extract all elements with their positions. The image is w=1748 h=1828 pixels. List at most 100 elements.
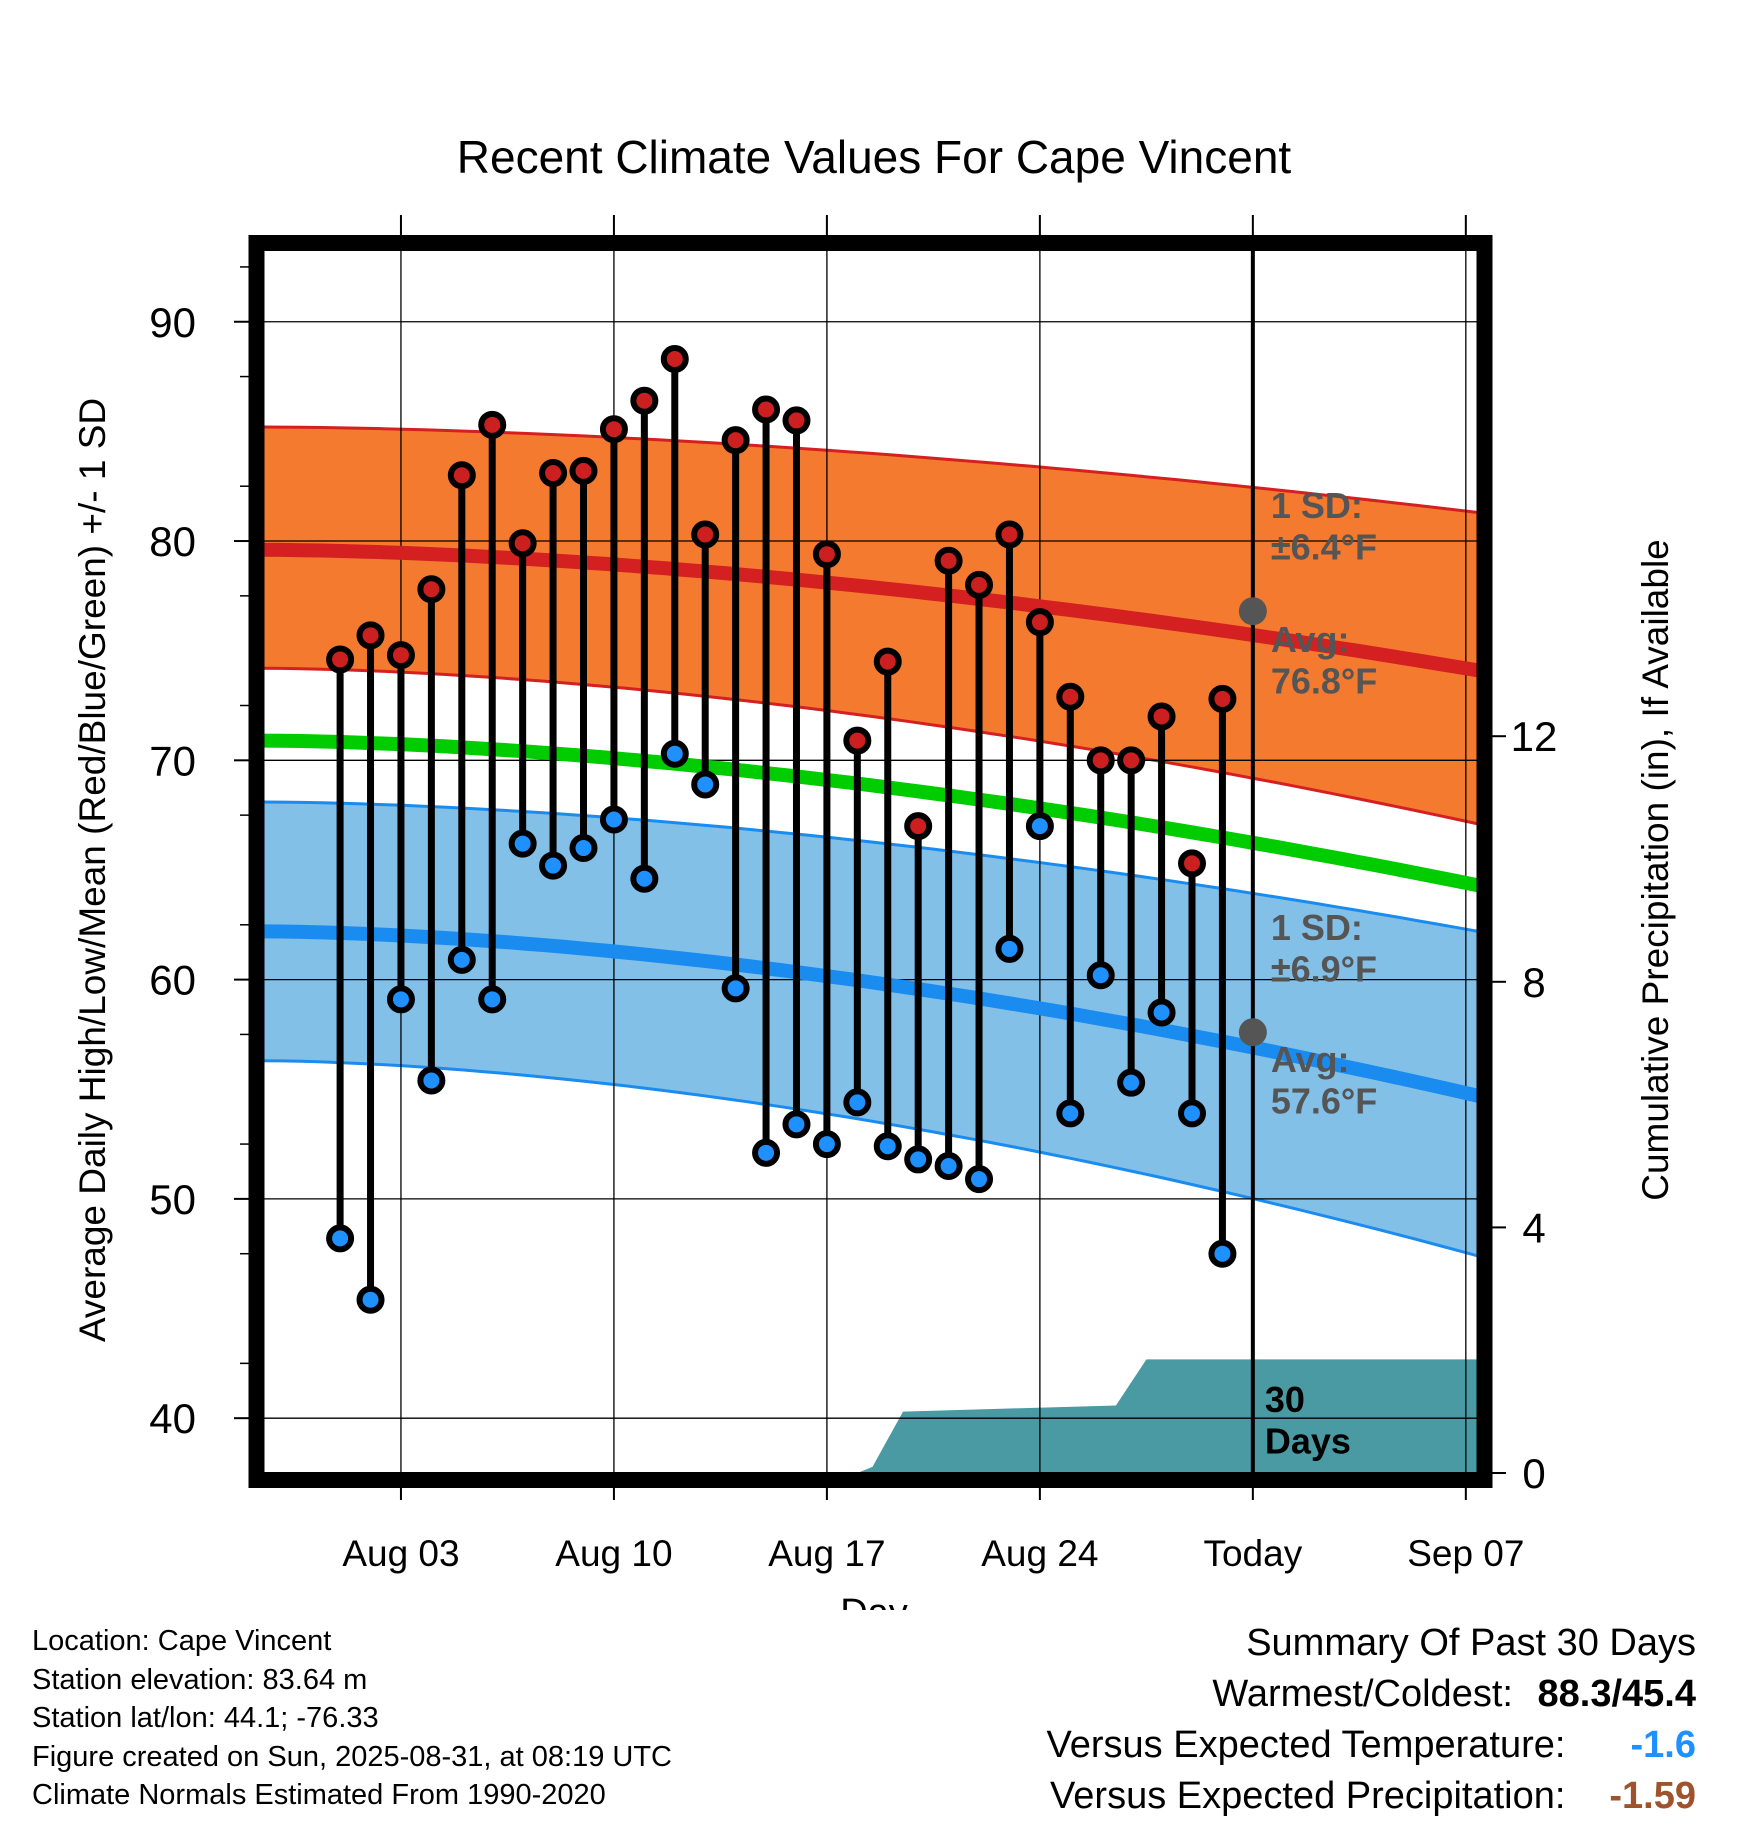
low-temp-point — [356, 1285, 385, 1314]
high-temp-point — [660, 345, 689, 374]
high-temp-point — [1086, 746, 1115, 775]
x-axis-label: Day — [840, 1592, 908, 1610]
low-temp-point — [782, 1110, 811, 1139]
low-temp-point — [1117, 1068, 1146, 1097]
low-temp-point — [1025, 812, 1054, 841]
x-tick-label: Aug 10 — [555, 1533, 672, 1574]
high-temp-point — [721, 426, 750, 455]
y2-tick-label: 0 — [1522, 1450, 1545, 1497]
high-temp-point — [386, 641, 415, 670]
high-sd-annotation: 1 SD: ±6.4°F — [1271, 485, 1377, 567]
y-tick-label: 80 — [149, 518, 196, 565]
station-info: Location: Cape Vincent Station elevation… — [32, 1622, 672, 1815]
y2-tick-label: 8 — [1522, 959, 1545, 1006]
y-tick-label: 70 — [149, 737, 196, 784]
y2-tick-label: 4 — [1522, 1204, 1545, 1251]
location-text: Location: Cape Vincent — [32, 1625, 332, 1657]
low-temp-point — [447, 945, 476, 974]
low-temp-point — [843, 1088, 872, 1117]
precip-days-annotation-line: 30 — [1265, 1379, 1305, 1420]
low-sd-annotation-line: 1 SD: — [1271, 907, 1363, 948]
low-avg-annotation-line: 57.6°F — [1271, 1080, 1377, 1121]
summary-panel: Summary Of Past 30 Days Warmest/Coldest:… — [1047, 1618, 1696, 1822]
warmest-coldest-row: Warmest/Coldest: 88.3/45.4 — [1047, 1669, 1696, 1720]
low-temp-point — [539, 851, 568, 880]
plot-frame — [248, 235, 1493, 1488]
warmest-coldest-label: Warmest/Coldest: — [1212, 1673, 1513, 1715]
low-temp-point — [660, 739, 689, 768]
x-tick-label: Aug 03 — [342, 1533, 459, 1574]
temp-departure-value: -1.6 — [1630, 1724, 1696, 1766]
temp-departure-row: Versus Expected Temperature: -1.6 — [1047, 1720, 1696, 1771]
low-temp-point — [1208, 1239, 1237, 1268]
low-temp-point — [1147, 998, 1176, 1027]
low-temp-point — [1086, 961, 1115, 990]
high-temp-point — [539, 459, 568, 488]
summary-title: Summary Of Past 30 Days — [1246, 1622, 1696, 1664]
chart-title: Recent Climate Values For Cape Vincent — [457, 131, 1292, 183]
low-sd-annotation: 1 SD: ±6.9°F — [1271, 907, 1377, 989]
x-tick-label: Today — [1203, 1533, 1302, 1574]
high-temp-point — [752, 395, 781, 424]
low-temp-point — [599, 805, 628, 834]
low-temp-point — [721, 974, 750, 1003]
y-tick-label: 90 — [149, 299, 196, 346]
high-temp-point — [934, 546, 963, 575]
created-text: Figure created on Sun, 2025-08-31, at 08… — [32, 1740, 672, 1773]
x-tick-label: Aug 24 — [981, 1533, 1098, 1574]
precip-departure-label: Versus Expected Precipitation: — [1050, 1775, 1566, 1817]
high-temp-point — [965, 570, 994, 599]
low-temp-point — [934, 1152, 963, 1180]
high-temp-point — [478, 410, 507, 439]
climate-chart: Recent Climate Values For Cape Vincent 1… — [72, 131, 1676, 1610]
normals-text: Climate Normals Estimated From 1990-2020 — [32, 1779, 606, 1811]
high-temp-point — [599, 415, 628, 444]
today-high-normal-marker — [1238, 597, 1267, 626]
low-temp-point — [386, 985, 415, 1014]
y2-tick-label: 12 — [1511, 713, 1558, 760]
high-temp-point — [1117, 746, 1146, 775]
precip-days-annotation: 30 Days — [1265, 1379, 1351, 1461]
low-temp-point — [508, 829, 537, 858]
latlon-text: Station lat/lon: 44.1; -76.33 — [32, 1702, 379, 1734]
high-sd-upper-line — [260, 425, 1479, 514]
high-temp-point — [508, 529, 537, 558]
warmest-coldest-value: 88.3/45.4 — [1537, 1673, 1696, 1715]
precip-area — [857, 1359, 1478, 1473]
high-temp-point — [812, 540, 841, 569]
high-temp-point — [447, 461, 476, 490]
high-temp-point — [1147, 702, 1176, 731]
high-temp-point — [1178, 849, 1207, 878]
low-temp-point — [326, 1224, 355, 1253]
high-sd-band — [261, 427, 1478, 824]
y-axis-label: Average Daily High/Low/Mean (Red/Blue/Gr… — [72, 398, 113, 1342]
high-temp-point — [691, 520, 720, 549]
low-temp-point — [417, 1066, 446, 1095]
low-avg-annotation-line: Avg: — [1271, 1039, 1350, 1080]
high-temp-point — [417, 575, 446, 604]
low-temp-point — [995, 934, 1024, 963]
y-tick-label: 60 — [149, 957, 196, 1004]
elevation-text: Station elevation: 83.64 m — [32, 1663, 368, 1696]
high-temp-point — [569, 456, 598, 485]
high-temp-point — [326, 645, 355, 674]
low-temp-point — [478, 985, 507, 1014]
high-avg-annotation-line: 76.8°F — [1271, 660, 1377, 701]
low-temp-point — [752, 1138, 781, 1167]
low-sd-band — [261, 802, 1478, 1256]
temp-departure-label: Versus Expected Temperature: — [1046, 1724, 1566, 1766]
low-temp-point — [569, 834, 598, 863]
today-low-normal-marker — [1238, 1018, 1267, 1047]
low-sd-annotation-line: ±6.9°F — [1271, 948, 1377, 989]
high-avg-annotation-line: Avg: — [1271, 619, 1350, 660]
high-temp-point — [1025, 608, 1054, 637]
high-avg-annotation: Avg: 76.8°F — [1271, 619, 1377, 701]
low-temp-point — [812, 1130, 841, 1159]
low-temp-point — [630, 864, 659, 893]
low-temp-point — [1178, 1099, 1207, 1128]
high-temp-point — [904, 812, 933, 841]
low-temp-point — [965, 1165, 994, 1194]
y2-axis-label: Cumulative Precipitation (in), If Availa… — [1635, 539, 1676, 1201]
precip-days-annotation-line: Days — [1265, 1420, 1351, 1461]
